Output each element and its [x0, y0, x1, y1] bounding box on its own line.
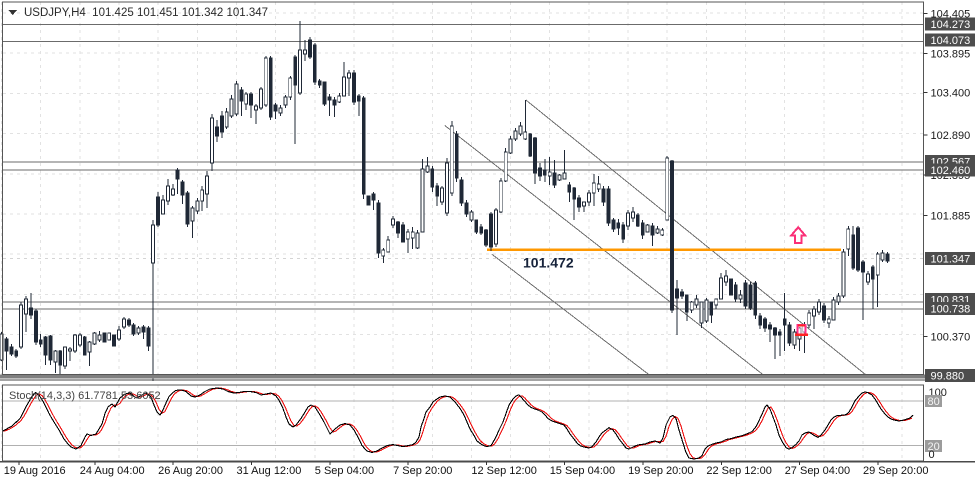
- svg-text:26 Aug 20:00: 26 Aug 20:00: [158, 465, 223, 477]
- svg-text:24 Aug 04:00: 24 Aug 04:00: [80, 465, 145, 477]
- svg-text:12 Sep 12:00: 12 Sep 12:00: [471, 465, 536, 477]
- svg-text:20: 20: [928, 441, 940, 453]
- svg-text:19 Sep 20:00: 19 Sep 20:00: [628, 465, 693, 477]
- svg-text:0: 0: [929, 449, 935, 461]
- svg-text:102.460: 102.460: [931, 165, 971, 177]
- svg-text:103.400: 103.400: [931, 88, 971, 100]
- svg-text:19 Aug 2016: 19 Aug 2016: [4, 465, 66, 477]
- svg-text:104.073: 104.073: [931, 35, 971, 47]
- svg-text:102.890: 102.890: [931, 130, 971, 142]
- svg-text:100.738: 100.738: [931, 304, 971, 316]
- svg-text:31 Aug 12:00: 31 Aug 12:00: [237, 465, 302, 477]
- svg-text:101.885: 101.885: [931, 211, 971, 223]
- svg-text:5 Sep 04:00: 5 Sep 04:00: [315, 465, 374, 477]
- svg-text:99.880: 99.880: [931, 370, 965, 382]
- svg-text:103.895: 103.895: [931, 49, 971, 61]
- svg-text:101.347: 101.347: [931, 254, 971, 266]
- svg-text:104.273: 104.273: [931, 19, 971, 31]
- svg-text:USDJPY,H4 101.425 101.451 101: USDJPY,H4 101.425 101.451 101.342 101.34…: [24, 7, 268, 19]
- svg-text:100.370: 100.370: [931, 332, 971, 344]
- svg-text:101.472: 101.472: [523, 255, 574, 271]
- svg-text:80: 80: [928, 396, 940, 408]
- svg-text:15 Sep 04:00: 15 Sep 04:00: [550, 465, 615, 477]
- svg-text:22 Sep 12:00: 22 Sep 12:00: [706, 465, 771, 477]
- svg-text:104.405: 104.405: [931, 8, 971, 20]
- svg-text:27 Sep 04:00: 27 Sep 04:00: [785, 465, 850, 477]
- svg-text:Stoch(14,3,3) 61.7781 53.6052: Stoch(14,3,3) 61.7781 53.6052: [9, 390, 161, 402]
- svg-text:29 Sep 20:00: 29 Sep 20:00: [863, 465, 928, 477]
- svg-text:7 Sep 20:00: 7 Sep 20:00: [393, 465, 452, 477]
